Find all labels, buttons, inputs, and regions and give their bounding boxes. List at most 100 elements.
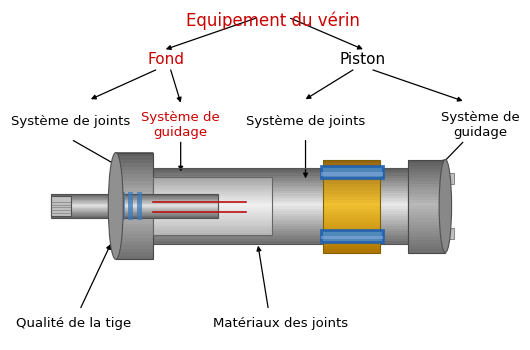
- Bar: [133, 214, 408, 216]
- Ellipse shape: [108, 153, 123, 259]
- Bar: [116, 238, 153, 242]
- Bar: [116, 256, 153, 259]
- Bar: [51, 202, 218, 203]
- Bar: [116, 241, 153, 245]
- Bar: [408, 240, 445, 243]
- Bar: [153, 178, 272, 181]
- Bar: [128, 192, 133, 220]
- Bar: [51, 209, 218, 210]
- Bar: [323, 243, 381, 246]
- Bar: [323, 203, 381, 206]
- Bar: [133, 173, 408, 176]
- Bar: [116, 192, 153, 195]
- Bar: [321, 236, 383, 239]
- Text: Fond: Fond: [147, 52, 184, 67]
- Bar: [133, 216, 408, 219]
- Bar: [133, 201, 408, 203]
- Bar: [323, 197, 381, 200]
- Bar: [153, 177, 272, 235]
- Bar: [116, 252, 153, 256]
- Bar: [153, 231, 272, 233]
- Bar: [116, 199, 153, 202]
- Bar: [51, 206, 218, 207]
- Bar: [133, 229, 408, 231]
- Bar: [408, 250, 445, 252]
- Bar: [408, 212, 445, 215]
- Bar: [51, 205, 218, 206]
- Polygon shape: [408, 160, 445, 168]
- Bar: [133, 186, 408, 188]
- Bar: [133, 211, 408, 213]
- Bar: [408, 163, 445, 166]
- Bar: [408, 231, 445, 234]
- Polygon shape: [116, 153, 153, 168]
- Bar: [445, 229, 454, 239]
- Bar: [153, 225, 272, 228]
- Bar: [51, 213, 218, 214]
- Bar: [323, 200, 381, 203]
- Bar: [153, 184, 272, 187]
- Bar: [116, 153, 153, 156]
- Bar: [51, 198, 218, 199]
- Text: Système de
guidage: Système de guidage: [142, 111, 220, 139]
- Bar: [153, 187, 272, 188]
- Text: Qualité de la tige: Qualité de la tige: [16, 317, 131, 330]
- Bar: [116, 220, 153, 224]
- Bar: [116, 210, 153, 213]
- Bar: [51, 211, 218, 212]
- Bar: [133, 176, 408, 178]
- Bar: [408, 172, 445, 175]
- Bar: [51, 204, 218, 205]
- Bar: [153, 210, 272, 212]
- Bar: [323, 172, 381, 175]
- Bar: [133, 224, 408, 226]
- Bar: [51, 216, 218, 217]
- Bar: [323, 160, 381, 252]
- Bar: [116, 170, 153, 174]
- Bar: [323, 228, 381, 231]
- Bar: [408, 225, 445, 228]
- Bar: [133, 236, 408, 239]
- Bar: [133, 168, 408, 171]
- Bar: [408, 166, 445, 169]
- Bar: [116, 217, 153, 220]
- Bar: [51, 207, 218, 208]
- Text: Système de
guidage: Système de guidage: [441, 111, 520, 139]
- Bar: [408, 194, 445, 197]
- Bar: [133, 168, 408, 244]
- Bar: [153, 222, 272, 224]
- Bar: [153, 181, 272, 183]
- Bar: [153, 212, 272, 214]
- Bar: [133, 239, 408, 241]
- Bar: [323, 240, 381, 243]
- Bar: [116, 195, 153, 199]
- Bar: [321, 166, 383, 178]
- Bar: [153, 224, 272, 225]
- Bar: [153, 183, 272, 184]
- Bar: [133, 234, 408, 236]
- Polygon shape: [116, 244, 153, 259]
- Bar: [408, 218, 445, 222]
- Bar: [323, 212, 381, 215]
- Bar: [408, 200, 445, 203]
- Bar: [116, 213, 153, 217]
- Bar: [323, 163, 381, 166]
- Bar: [133, 196, 408, 198]
- Bar: [116, 249, 153, 252]
- Text: Piston: Piston: [340, 52, 386, 67]
- Bar: [51, 215, 218, 216]
- Bar: [408, 190, 445, 194]
- Text: Système de joints: Système de joints: [246, 115, 365, 128]
- Bar: [133, 193, 408, 196]
- Bar: [116, 156, 153, 160]
- Bar: [51, 196, 218, 197]
- Bar: [153, 216, 272, 218]
- Bar: [408, 187, 445, 190]
- Bar: [408, 175, 445, 178]
- Bar: [137, 192, 142, 220]
- Bar: [323, 166, 381, 169]
- Bar: [116, 160, 153, 163]
- Bar: [153, 202, 272, 204]
- Bar: [153, 214, 272, 216]
- Bar: [408, 169, 445, 172]
